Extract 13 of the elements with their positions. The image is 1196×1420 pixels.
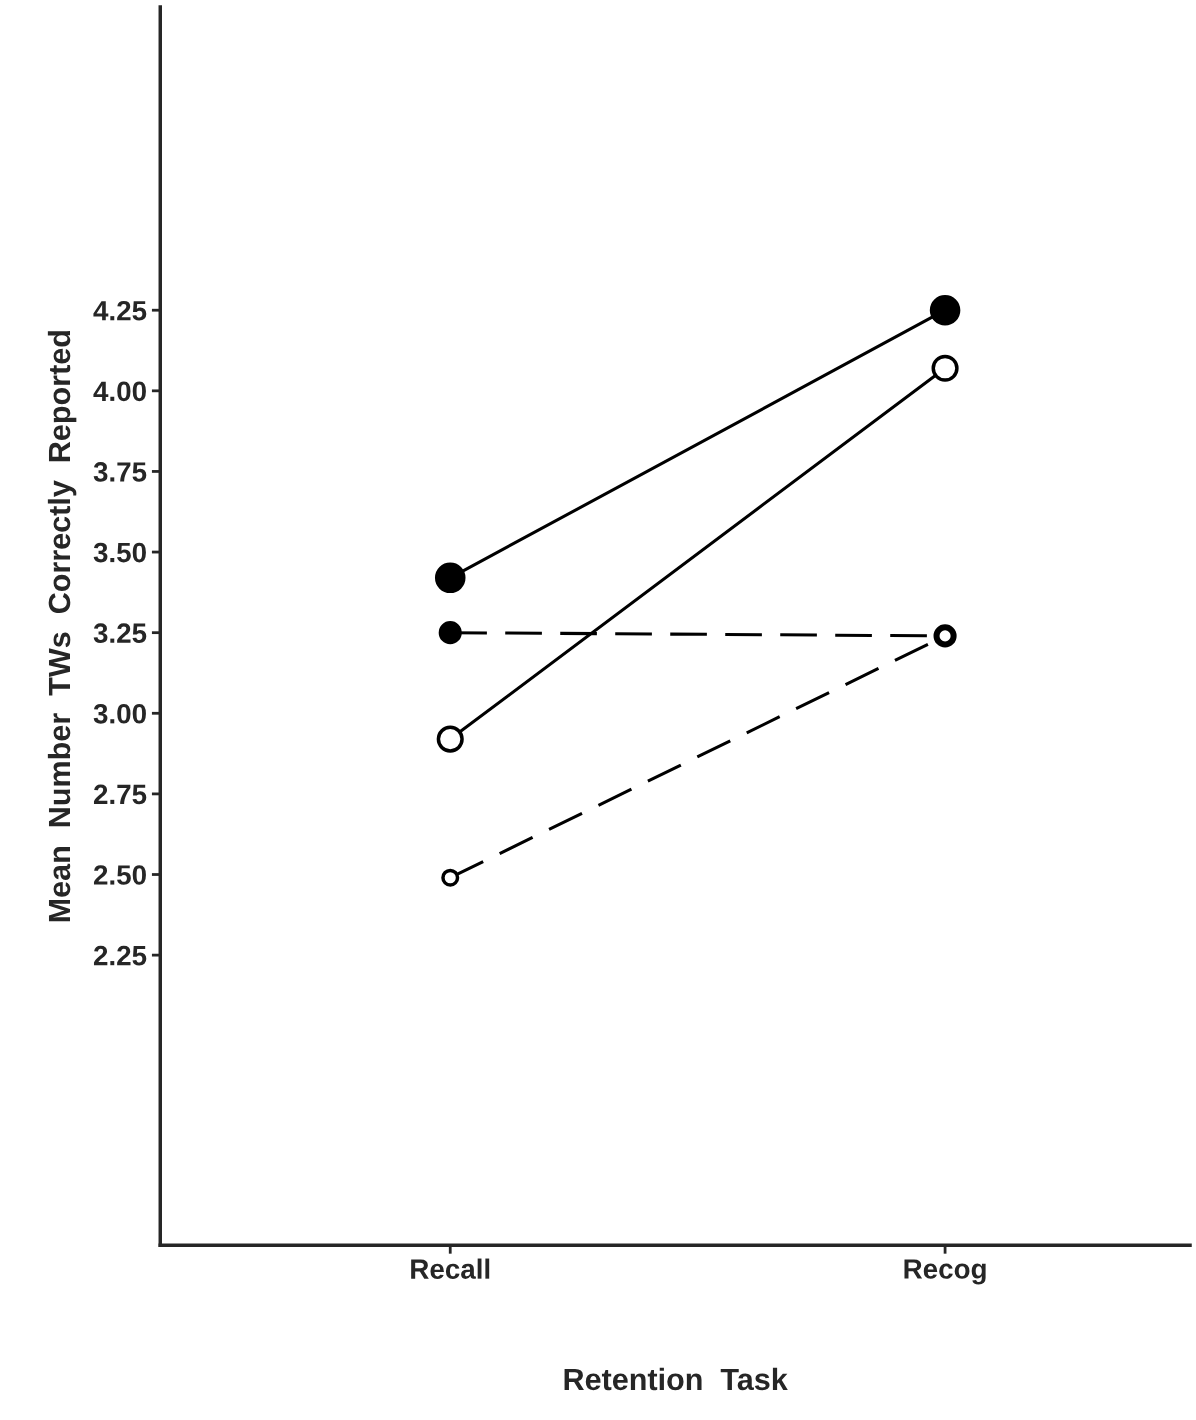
y-tick-label: 3.25 bbox=[93, 623, 147, 644]
y-tick-label: 4.25 bbox=[93, 300, 147, 321]
y-axis-title: Mean Number TWs Correctly Reported bbox=[47, 331, 77, 922]
y-tick-label: 4.00 bbox=[93, 381, 146, 402]
x-axis-title: Retention Task bbox=[564, 1367, 788, 1391]
y-tick-label: 2.50 bbox=[93, 865, 146, 885]
x-tick-label: Recall bbox=[411, 1258, 490, 1279]
y-tick-label: 3.75 bbox=[93, 462, 147, 482]
y-tick-label: 2.75 bbox=[93, 784, 147, 805]
y-tick-label: 2.25 bbox=[93, 945, 147, 966]
y-tick-label: 3.50 bbox=[93, 542, 146, 563]
y-tick-label: 3.00 bbox=[93, 703, 146, 724]
x-tick-label: Recog bbox=[904, 1259, 986, 1285]
